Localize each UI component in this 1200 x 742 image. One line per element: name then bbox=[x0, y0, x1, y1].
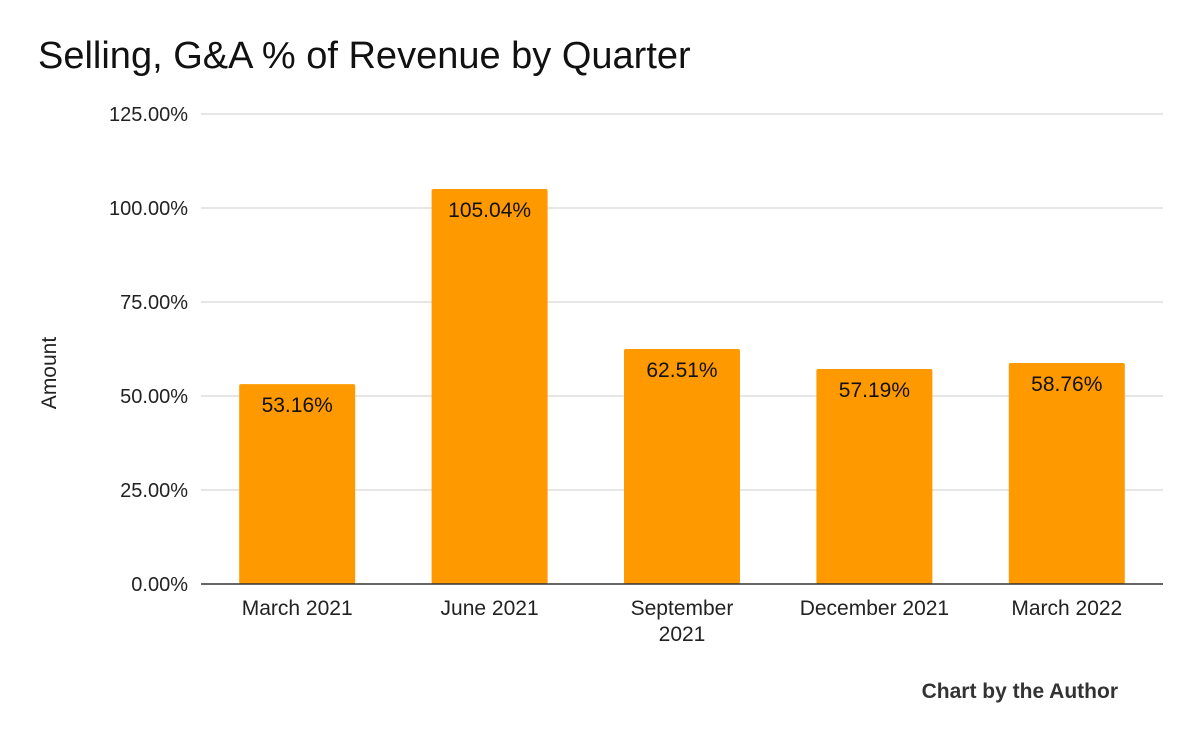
bar bbox=[816, 368, 933, 584]
x-category-label: December 2021 bbox=[800, 597, 949, 620]
data-label: 105.04% bbox=[448, 199, 531, 222]
bar bbox=[431, 189, 548, 584]
y-tick-label: 50.00% bbox=[120, 386, 188, 408]
y-tick-label: 125.00% bbox=[109, 104, 188, 126]
bar bbox=[624, 348, 740, 584]
data-label: 53.16% bbox=[262, 394, 333, 417]
data-label: 57.19% bbox=[839, 379, 910, 402]
data-label: 58.76% bbox=[1031, 373, 1102, 396]
data-label: 62.51% bbox=[646, 359, 717, 382]
bar bbox=[1008, 363, 1125, 584]
data-labels: 53.16% 105.04% 62.51% 57.19% 58.76% bbox=[262, 199, 1103, 417]
y-tick-label: 100.00% bbox=[109, 198, 188, 220]
y-tick-label: 25.00% bbox=[120, 480, 188, 502]
x-category-label: March 2022 bbox=[1011, 597, 1122, 620]
bar bbox=[239, 384, 356, 584]
gridlines bbox=[201, 113, 1163, 491]
y-tick-label: 0.00% bbox=[131, 574, 188, 596]
x-category-label: March 2021 bbox=[242, 597, 353, 620]
x-axis-categories: March 2021 June 2021 September 2021 December… bbox=[242, 597, 1123, 646]
y-tick-label: 75.00% bbox=[120, 292, 188, 314]
chart-credit: Chart by the Author bbox=[922, 680, 1118, 703]
y-axis-title: Amount bbox=[38, 337, 61, 410]
x-category-label: September bbox=[631, 597, 734, 620]
bars bbox=[239, 189, 1125, 584]
x-category-label: 2021 bbox=[659, 623, 706, 646]
y-axis-ticks: 0.00% 25.00% 50.00% 75.00% 100.00% 125.00% bbox=[109, 104, 188, 596]
chart-title: Selling, G&A % of Revenue by Quarter bbox=[38, 35, 691, 77]
x-category-label: June 2021 bbox=[441, 597, 539, 620]
